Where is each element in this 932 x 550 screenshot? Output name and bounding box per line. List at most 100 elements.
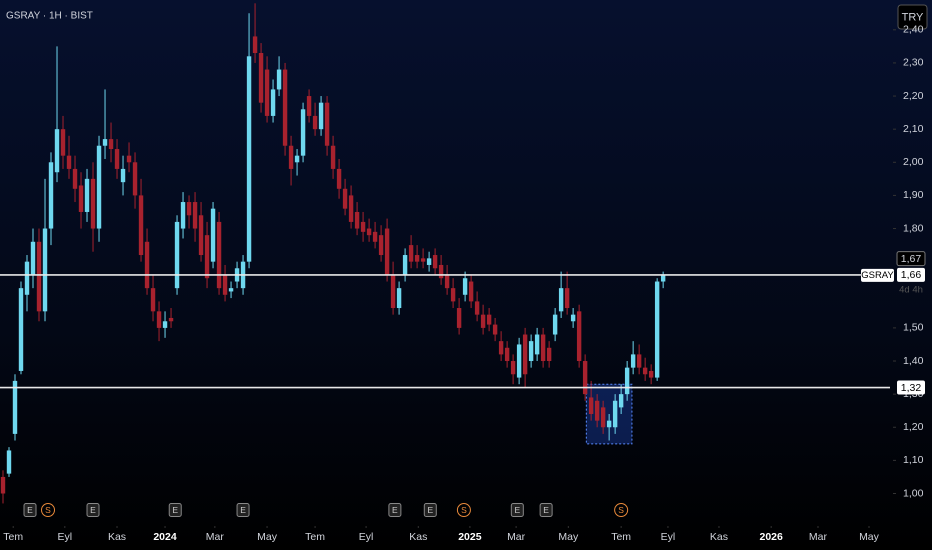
candle-body: [432, 255, 438, 269]
event-icon[interactable]: [23, 503, 37, 517]
event-icon[interactable]: [86, 503, 100, 517]
candle-body: [600, 407, 606, 428]
event-label[interactable]: E: [27, 505, 33, 515]
symbol-tag-label: GSRAY: [861, 270, 894, 281]
candle-body: [78, 185, 84, 212]
candle-body: [564, 288, 570, 309]
candle-body: [366, 228, 372, 236]
candle-body: [624, 367, 630, 395]
candle-body: [630, 354, 636, 368]
y-tick-label: 1,50: [903, 322, 924, 334]
candle-body: [474, 301, 480, 315]
event-icon[interactable]: [510, 503, 524, 517]
candle-body: [510, 361, 516, 375]
x-tick-label: Kas: [409, 531, 427, 543]
candle-body: [66, 155, 72, 169]
candle-body: [300, 109, 306, 156]
candle-body: [30, 241, 36, 275]
candle-body: [138, 195, 144, 256]
candle-body: [318, 102, 324, 130]
candle-body: [504, 347, 510, 362]
candle-body: [426, 258, 432, 265]
candle-body: [210, 208, 216, 262]
currency-button[interactable]: [897, 4, 928, 30]
candle-body: [348, 195, 354, 222]
y-tick-label: 1,00: [903, 487, 924, 499]
candle-body: [150, 288, 156, 312]
candle-body: [372, 231, 378, 242]
candle-body: [468, 281, 474, 302]
x-tick-label: Tem: [3, 531, 23, 543]
candle-body: [6, 450, 12, 474]
candle-body: [60, 129, 66, 156]
event-icon[interactable]: [614, 503, 629, 517]
candle-body: [414, 255, 420, 262]
candle-body: [204, 235, 210, 279]
candle-body: [528, 341, 534, 362]
candle-body: [324, 102, 330, 146]
candle-body: [462, 278, 468, 295]
candle-body: [438, 264, 444, 279]
plot-area: [0, 3, 666, 504]
x-tick-label: Tem: [611, 531, 631, 543]
event-label[interactable]: E: [427, 505, 433, 515]
candle-body: [606, 420, 612, 428]
candle-body: [492, 324, 498, 335]
x-tick-label: 2025: [458, 531, 482, 543]
event-label[interactable]: E: [514, 505, 520, 515]
candle-body: [636, 354, 642, 368]
event-icon[interactable]: [41, 503, 56, 517]
x-tick-label: May: [859, 531, 880, 543]
y-tick-label: 2,00: [903, 156, 924, 168]
candle-body: [174, 221, 180, 289]
price-tag-label: 1,32: [901, 382, 922, 394]
candle-body: [588, 397, 594, 415]
x-tick-label: Kas: [108, 531, 126, 543]
candle-body: [498, 341, 504, 355]
candle-body: [456, 308, 462, 328]
candle-body: [594, 400, 600, 421]
high-tag: [896, 251, 926, 267]
event-icon[interactable]: [423, 503, 437, 517]
candle-body: [72, 168, 78, 189]
event-label[interactable]: E: [90, 505, 96, 515]
y-tick-label: 1,90: [903, 189, 924, 201]
candle-body: [216, 221, 222, 289]
event-label[interactable]: E: [392, 505, 398, 515]
countdown-label: 4d 4h: [899, 284, 923, 295]
event-icon[interactable]: [388, 503, 402, 517]
x-tick-label: 2026: [759, 531, 783, 543]
event-label[interactable]: S: [45, 505, 51, 515]
symbol-tag: [861, 268, 894, 282]
x-tick-label: Mar: [809, 531, 828, 543]
event-label[interactable]: S: [618, 505, 624, 515]
candle-body: [570, 314, 576, 322]
event-label[interactable]: E: [240, 505, 246, 515]
candle-body: [546, 347, 552, 362]
event-icon[interactable]: [236, 503, 250, 517]
candle-body: [390, 274, 396, 309]
event-label[interactable]: S: [461, 505, 467, 515]
candle-body: [660, 274, 666, 282]
event-icon[interactable]: [456, 503, 471, 517]
candle-body: [126, 155, 132, 163]
candle-body: [228, 288, 234, 292]
candle-body: [222, 274, 228, 295]
x-tick-label: Eyl: [661, 531, 676, 543]
currency-label[interactable]: TRY: [902, 11, 924, 23]
event-label[interactable]: E: [543, 505, 549, 515]
candle-body: [312, 115, 318, 130]
event-icon[interactable]: [168, 503, 182, 517]
event-icon[interactable]: [539, 503, 553, 517]
candle-body: [192, 202, 198, 229]
candle-body: [378, 235, 384, 256]
event-label[interactable]: E: [172, 505, 178, 515]
candle-body: [84, 178, 90, 212]
candle-body: [90, 178, 96, 229]
candle-body: [156, 311, 162, 328]
candle-body: [420, 258, 426, 262]
candle-body: [168, 317, 174, 322]
x-tick-label: Mar: [507, 531, 526, 543]
candle-body: [582, 361, 588, 395]
